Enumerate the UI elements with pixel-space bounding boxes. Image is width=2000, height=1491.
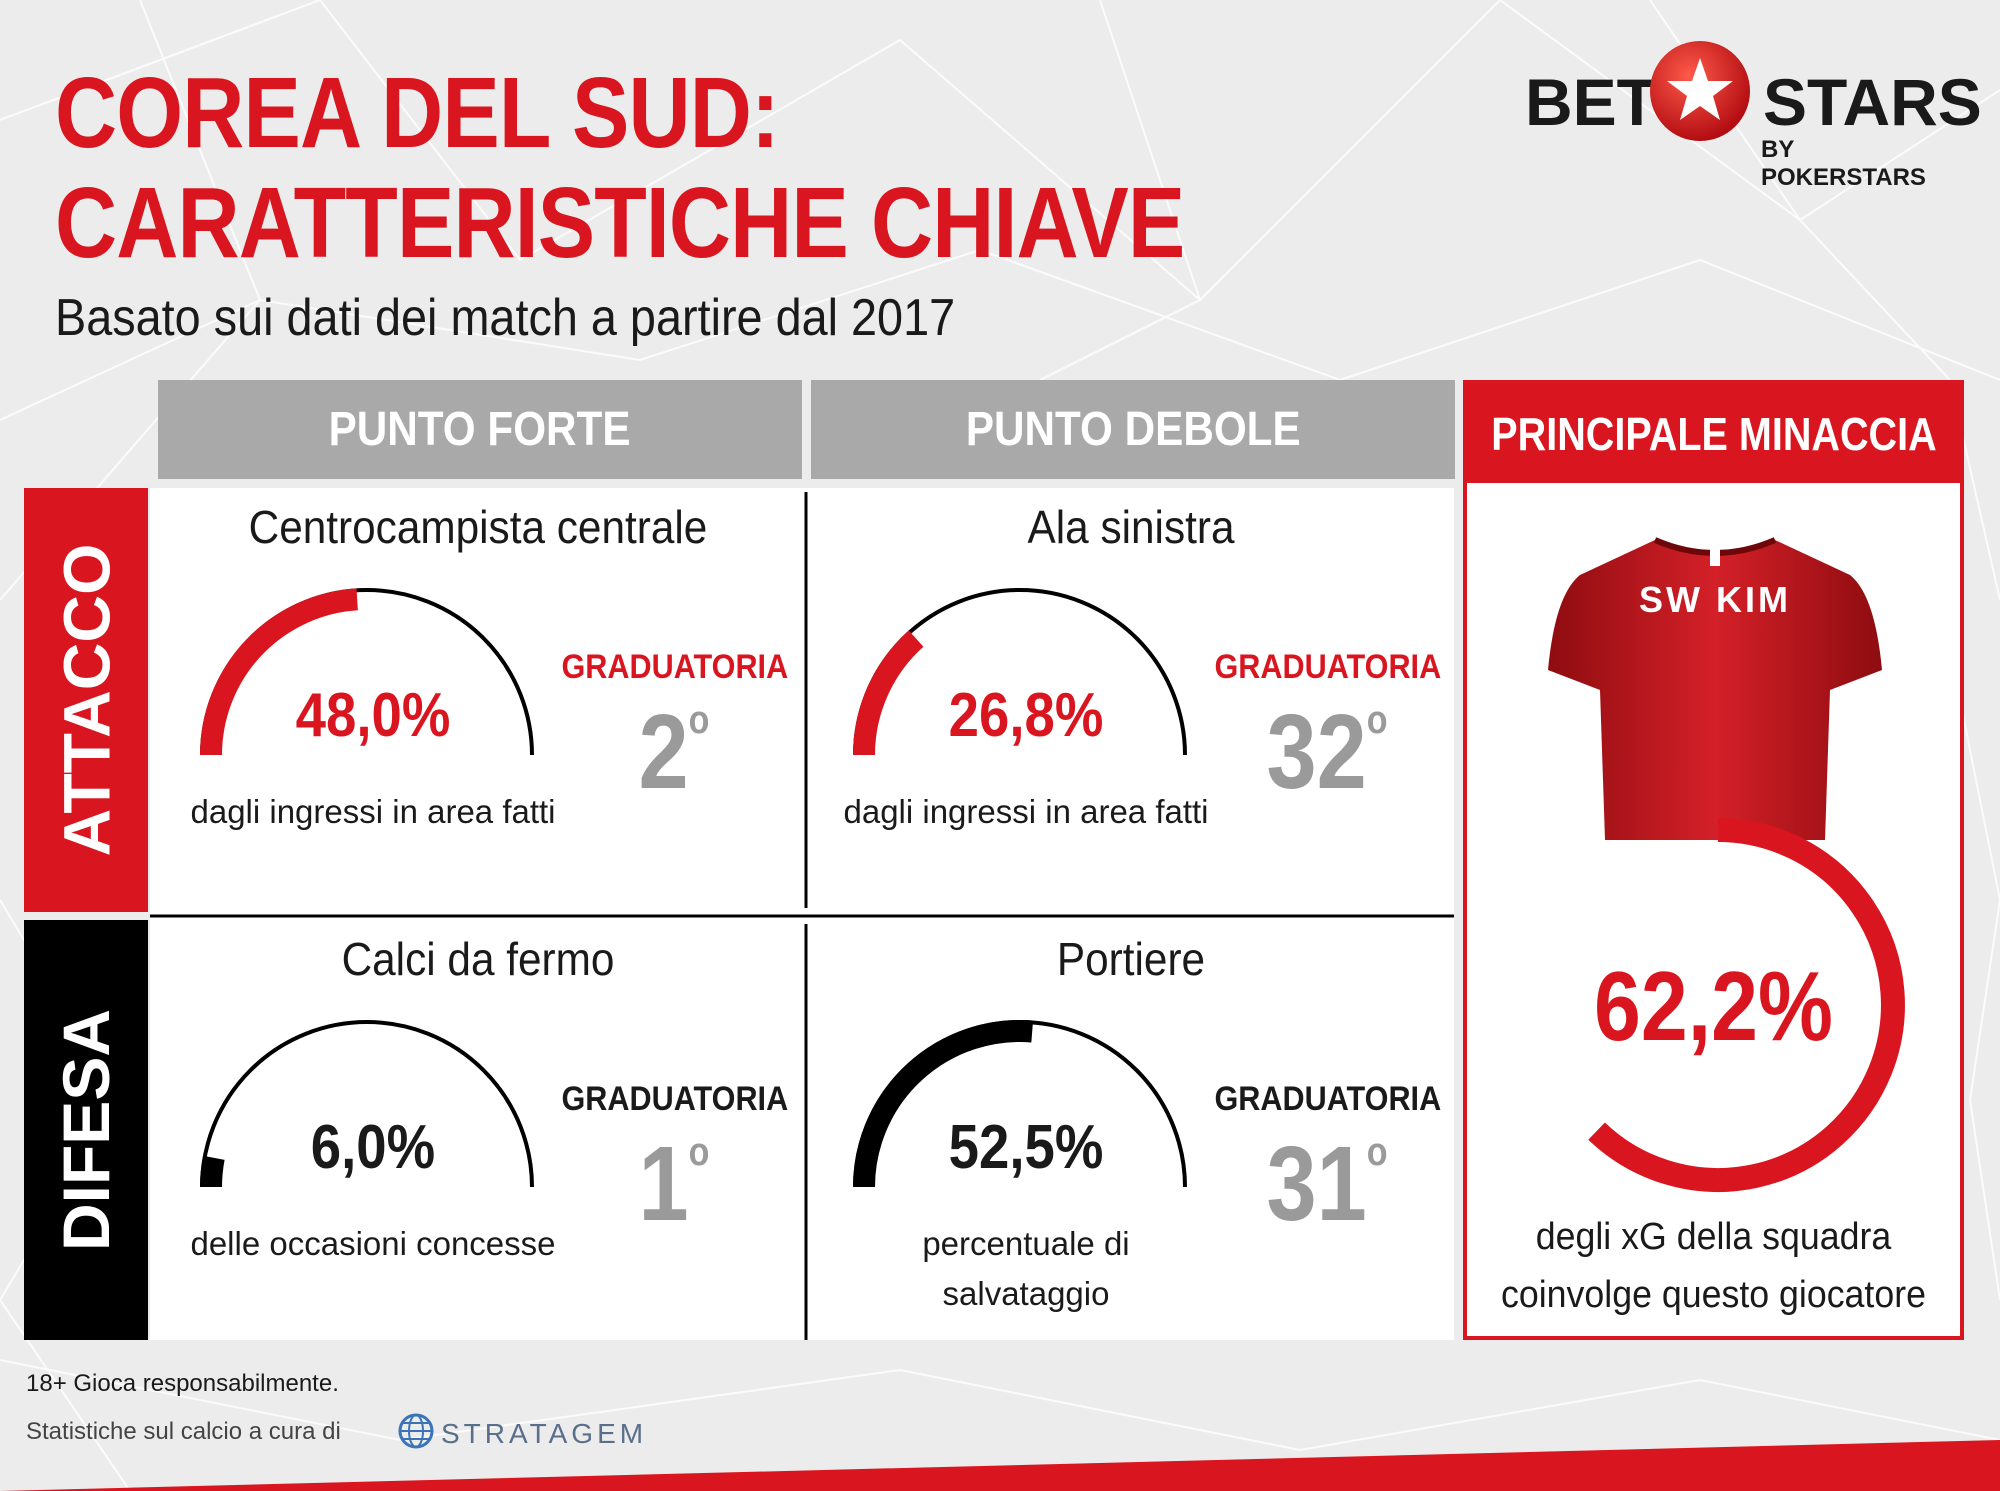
cell-title-attack-weakness: Ala sinistra — [1027, 501, 1235, 553]
gauge-track-defense-strength — [200, 1020, 534, 1188]
rank-label-defense-strength: GRADUATORIA — [561, 1080, 789, 1118]
responsible-gaming-note: 18+ Gioca responsabilmente. — [26, 1370, 339, 1397]
header-strength: PUNTO FORTE — [158, 380, 802, 479]
logo-stars-text: STARS — [1763, 65, 1982, 139]
rank-defense-weakness: 31o — [1266, 1125, 1388, 1243]
title-line-2: CARATTERISTICHE CHIAVE — [55, 167, 1185, 279]
header-weakness: PUNTO DEBOLE — [811, 380, 1455, 479]
row-label-attack: ATTACCO — [24, 488, 148, 912]
desc-defense-weakness: percentuale di salvataggio — [816, 1219, 1236, 1319]
threat-desc-line-2: coinvolge questo giocatore — [1501, 1274, 1926, 1316]
star-ball-icon — [1650, 41, 1750, 141]
threat-desc: degli xG della squadra coinvolge questo … — [1478, 1208, 1949, 1324]
desc-defense-strength: delle occasioni concesse — [190, 1225, 556, 1262]
title-line-1: COREA DEL SUD: — [55, 57, 780, 169]
page-title: COREA DEL SUD: CARATTERISTICHE CHIAVE — [55, 57, 1185, 279]
cell-title-attack-strength: Centrocampista centrale — [248, 501, 708, 553]
row-label-defense: DIFESA — [24, 920, 148, 1340]
gauge-fill-attack-strength — [200, 588, 359, 756]
logo-bet-text: BET — [1525, 65, 1657, 139]
stats-panel — [150, 488, 1454, 1340]
percent-attack-weakness: 26,8% — [948, 681, 1104, 750]
page-subtitle: Basato sui dati dei match a partire dal … — [55, 289, 956, 347]
logo-by-text: BY POKERSTARS — [1761, 136, 1926, 191]
desc-defense-weakness-line-1: percentuale di — [922, 1225, 1130, 1262]
threat-desc-line-1: degli xG della squadra — [1535, 1216, 1892, 1258]
rank-label-attack-weakness: GRADUATORIA — [1214, 648, 1442, 686]
gauge-fill-defense-strength — [200, 1155, 225, 1188]
rank-attack-strength: 2o — [638, 693, 710, 811]
betstars-logo: BET STARS BY POKERSTARS — [1525, 41, 1982, 191]
jersey-player-name: SW KIM — [1639, 579, 1791, 620]
stats-credit: Statistiche sul calcio a cura di — [26, 1418, 341, 1445]
desc-attack-strength: dagli ingressi in area fatti — [190, 793, 556, 830]
rank-label-defense-weakness: GRADUATORIA — [1214, 1080, 1442, 1118]
cell-title-defense-weakness: Portiere — [1056, 933, 1206, 985]
threat-percent: 62,2% — [1594, 951, 1833, 1061]
gauge-fill-defense-weakness — [853, 1020, 1034, 1188]
stratagem-text: STRATAGEM — [441, 1418, 648, 1449]
threat-gauge-fill — [1588, 818, 1905, 1192]
jersey-icon: SW KIM — [1548, 532, 1882, 840]
gauge-fill-attack-weakness — [853, 630, 924, 756]
desc-attack-weakness: dagli ingressi in area fatti — [843, 793, 1209, 830]
desc-defense-weakness-line-2: salvataggio — [942, 1275, 1110, 1312]
rank-label-attack-strength: GRADUATORIA — [561, 648, 789, 686]
header-threat: PRINCIPALE MINACCIA — [1467, 384, 1960, 483]
rank-defense-strength: 1o — [638, 1125, 710, 1243]
stratagem-logo: STRATAGEM — [397, 1412, 643, 1455]
threat-panel: PRINCIPALE MINACCIA — [1463, 380, 1964, 1340]
globe-icon — [398, 1413, 434, 1449]
percent-defense-strength: 6,0% — [310, 1113, 436, 1182]
percent-attack-strength: 48,0% — [295, 681, 451, 750]
rank-attack-weakness: 32o — [1266, 693, 1388, 811]
cell-title-defense-strength: Calci da fermo — [341, 933, 615, 985]
percent-defense-weakness: 52,5% — [948, 1113, 1104, 1182]
